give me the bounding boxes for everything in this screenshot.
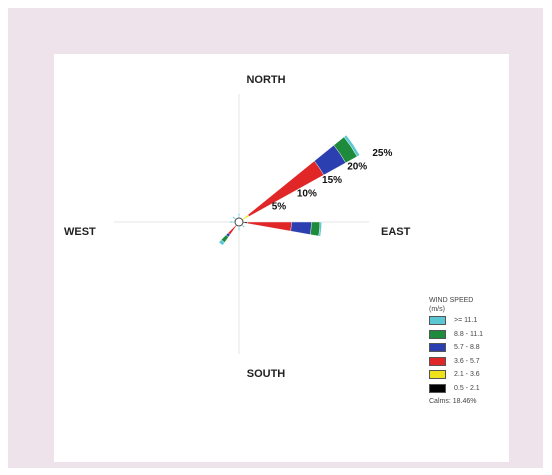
legend-label: 2.1 - 3.6 [454, 371, 480, 379]
legend-label: 3.6 - 5.7 [454, 357, 480, 365]
legend-item: 2.1 - 3.6 [429, 368, 507, 382]
legend-swatch [429, 329, 446, 339]
legend-label: 0.5 - 2.1 [454, 384, 480, 392]
figure-frame: 5% 10% 15% 20% 25% NORTH SOUTH EAST WEST WIN… [8, 8, 543, 468]
chart-card: 5% 10% 15% 20% 25% NORTH SOUTH EAST WEST WIN… [54, 54, 509, 462]
ring-label-20: 20% [347, 162, 367, 173]
wind-rose-chart: 5% 10% 15% 20% 25% NORTH SOUTH EAST WEST [64, 74, 411, 380]
ring-label-25: 25% [372, 148, 392, 159]
sector-270-segment-0 [229, 220, 236, 224]
legend-item: 3.6 - 5.7 [429, 355, 507, 369]
legend-swatch [429, 316, 446, 326]
sector-95-segment-5 [242, 221, 248, 224]
legend-swatch [429, 343, 446, 353]
sector-95-segment-1 [310, 221, 321, 237]
legend-label: 5.7 - 8.8 [454, 344, 480, 352]
ring-label-10: 10% [297, 188, 317, 199]
legend-item: 8.8 - 11.1 [429, 328, 507, 342]
legend-item: 5.7 - 8.8 [429, 341, 507, 355]
south-label: SOUTH [247, 368, 286, 380]
sector-0-segment-0 [238, 213, 240, 219]
legend-label: >= 11.1 [454, 317, 478, 325]
sector-220-segment-0 [218, 239, 225, 246]
sector-95-segment-2 [290, 221, 312, 235]
sector-56-segment-4 [241, 214, 250, 221]
legend-swatch [429, 383, 446, 393]
wind-sectors [218, 134, 360, 246]
legend-swatch [429, 356, 446, 366]
sector-95-segment-0 [318, 221, 322, 237]
west-label: WEST [64, 226, 96, 238]
ring-label-15: 15% [322, 175, 342, 186]
legend-calms: Calms: 18.46% [429, 398, 477, 405]
legend: WIND SPEED (m/s) >= 11.1 8.8 - 11.1 5.7 - … [429, 296, 507, 405]
legend-item: >= 11.1 [429, 314, 507, 328]
legend-rows: >= 11.1 8.8 - 11.1 5.7 - 8.8 3.6 - 5.7 2.1 -… [429, 314, 507, 395]
sector-56-segment-0 [343, 134, 360, 157]
sector-220-segment-3 [227, 224, 237, 235]
legend-label: 8.8 - 11.1 [454, 330, 484, 338]
calm-circle [234, 217, 244, 227]
legend-units: (m/s) [429, 306, 445, 313]
ring-label-5: 5% [272, 202, 287, 213]
legend-title: WIND SPEED [429, 297, 474, 304]
sector-95-segment-3 [247, 221, 292, 232]
sector-180-segment-0 [238, 225, 240, 231]
east-label: EAST [381, 226, 411, 238]
legend-swatch [429, 370, 446, 380]
ring-labels: 5% 10% 15% 20% 25% [272, 148, 393, 213]
north-label: NORTH [246, 74, 285, 86]
legend-item: 0.5 - 2.1 [429, 382, 507, 396]
